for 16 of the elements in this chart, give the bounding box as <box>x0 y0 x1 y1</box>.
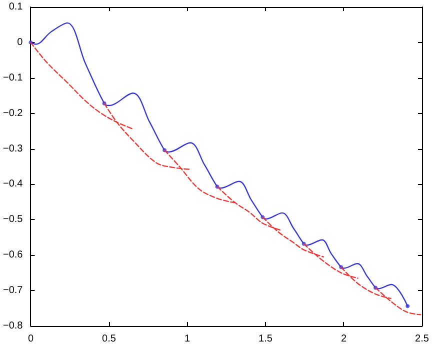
y-tick-label: −0.5 <box>2 214 24 226</box>
y-tick-label: −0.3 <box>2 143 24 154</box>
y-tick-label: −0.7 <box>2 285 24 296</box>
x-tick-label: 0.5 <box>102 334 116 344</box>
x-tick-label: 1 <box>184 334 190 344</box>
y-tick-label: −0.1 <box>2 72 24 84</box>
y-tick-label: −0.2 <box>2 108 24 119</box>
y-tick-label: −0.8 <box>2 320 24 332</box>
x-tick-label: 2 <box>340 334 347 344</box>
y-tick-label: 0 <box>17 36 24 48</box>
y-tick-label: 0.1 <box>8 2 24 12</box>
x-tick-label: 2.5 <box>415 334 430 344</box>
y-tick-label: −0.4 <box>2 178 24 190</box>
x-tick-label: 0 <box>28 334 34 344</box>
x-tick-label: 1.5 <box>258 334 273 344</box>
y-tick-label: −0.6 <box>2 250 24 261</box>
